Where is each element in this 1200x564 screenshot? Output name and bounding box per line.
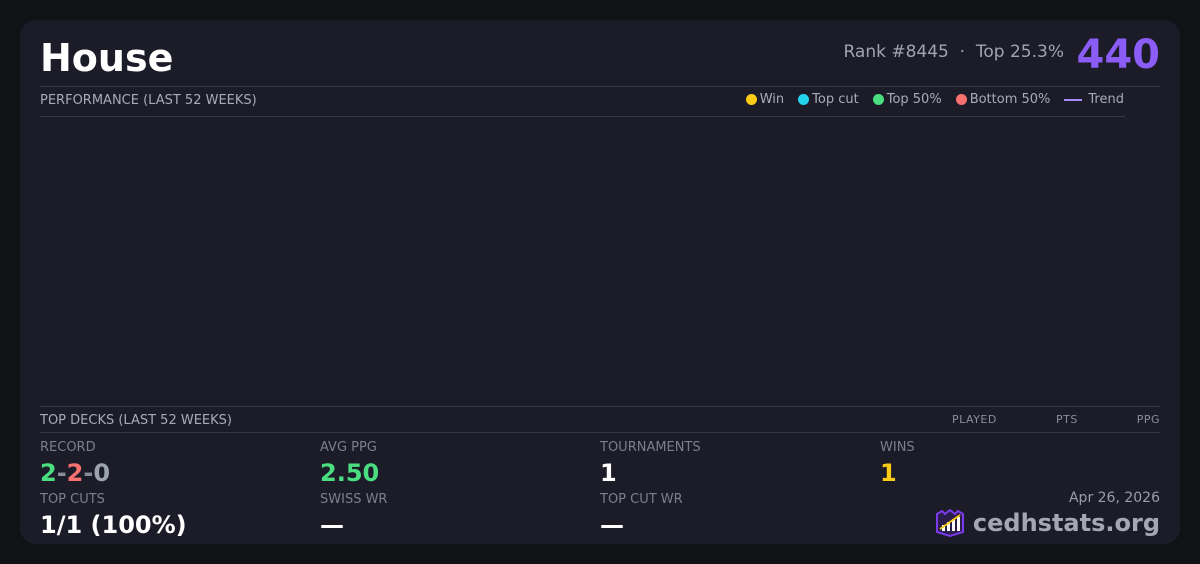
legend-label: Win [759, 92, 785, 107]
col-played: PLAYED [952, 413, 997, 426]
sep: - [56, 459, 67, 487]
percentile: Top 25.3% [975, 42, 1064, 62]
divider [40, 116, 1125, 117]
tournaments-value: 1 [600, 459, 617, 487]
wins-label: WINS [880, 440, 915, 455]
top-cut-wr-value: — [600, 511, 624, 539]
performance-chart [40, 117, 1125, 406]
swiss-wr-label: SWISS WR [320, 492, 388, 507]
legend-label: Bottom 50% [969, 92, 1051, 107]
record-label: RECORD [40, 440, 96, 455]
legend-top-50: Top 50% [872, 92, 942, 107]
avg-ppg-label: AVG PPG [320, 440, 377, 455]
separator: · [959, 42, 966, 62]
line-icon [1064, 98, 1083, 101]
avg-ppg-value: 2.50 [320, 459, 380, 487]
legend-label: Top 50% [886, 92, 942, 107]
record-draws: 0 [93, 459, 111, 487]
divider [40, 86, 1160, 87]
record-wins: 2 [40, 459, 57, 487]
swiss-wr-value: — [320, 511, 344, 539]
top-decks-label: TOP DECKS (LAST 52 WEEKS) [40, 413, 232, 428]
record-losses: 2 [66, 459, 84, 487]
legend-bottom-50: Bottom 50% [955, 92, 1051, 107]
record-value: 2-2-0 [40, 459, 110, 487]
performance-label: PERFORMANCE (LAST 52 WEEKS) [40, 93, 257, 108]
player-name: House [40, 36, 174, 80]
top-cuts-value: 1/1 (100%) [40, 511, 187, 539]
top-cut-wr-label: TOP CUT WR [600, 492, 683, 507]
legend-win: Win [745, 92, 785, 107]
score: 440 [1076, 32, 1161, 78]
legend-label: Trend [1088, 92, 1124, 107]
dot-icon [798, 94, 810, 105]
legend-label: Top cut [812, 92, 859, 107]
player-card: House Rank #8445 · Top 25.3% 440 PERFORM… [20, 20, 1180, 544]
legend-top-cut: Top cut [798, 92, 859, 107]
legend-trend: Trend [1064, 92, 1124, 107]
tournaments-label: TOURNAMENTS [600, 440, 701, 455]
divider [40, 432, 1160, 433]
dot-icon [745, 94, 757, 105]
rank-info: Rank #8445 · Top 25.3% [843, 42, 1064, 62]
sep: - [83, 459, 94, 487]
top-cuts-label: TOP CUTS [40, 492, 105, 507]
brand[interactable]: cedhstats.org [935, 508, 1160, 538]
chart-shield-icon [935, 508, 964, 538]
wins-value: 1 [880, 459, 897, 487]
dot-icon [872, 94, 884, 105]
col-ppg: PPG [1136, 413, 1160, 426]
divider [40, 406, 1160, 407]
col-pts: PTS [1056, 413, 1078, 426]
chart-legend: Win Top cut Top 50% Bottom 50% Trend [745, 92, 1124, 107]
brand-name: cedhstats.org [972, 509, 1160, 537]
dot-icon [955, 94, 967, 105]
date: Apr 26, 2026 [1068, 490, 1160, 506]
rank: Rank #8445 [843, 42, 949, 62]
